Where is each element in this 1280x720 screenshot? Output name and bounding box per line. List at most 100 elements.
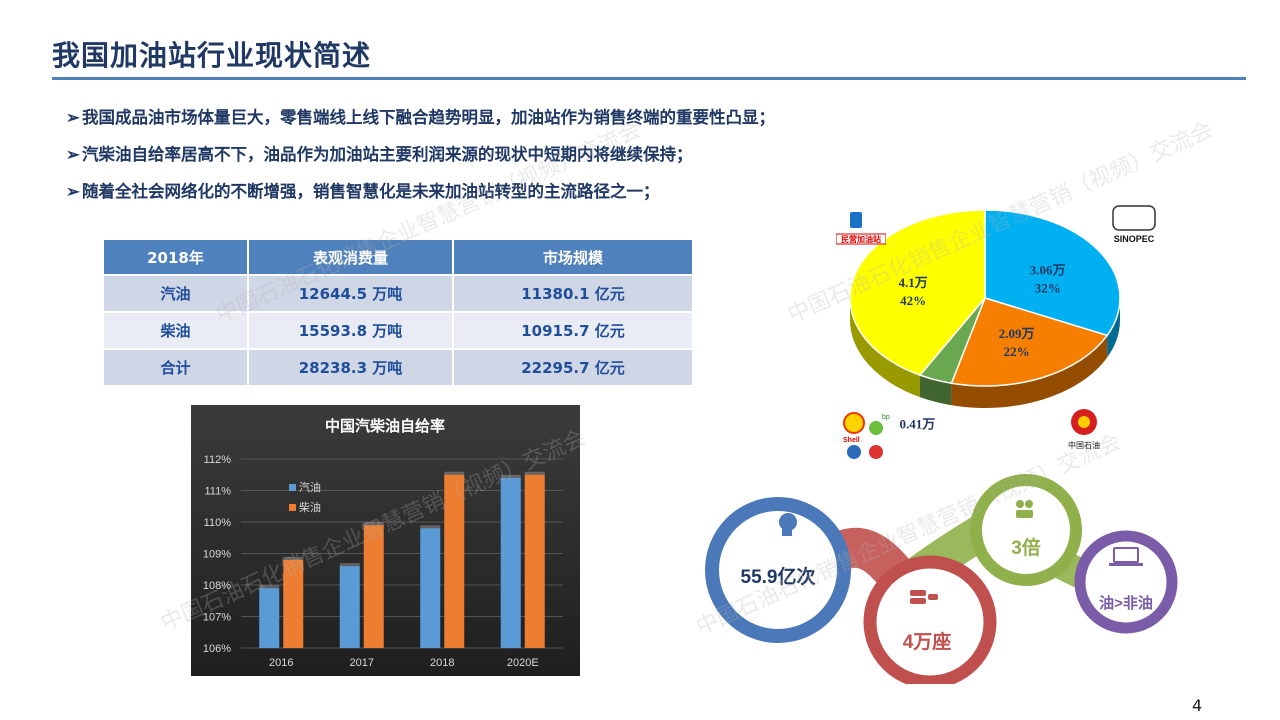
head-brain-icon: [779, 513, 797, 536]
people-icon: [1016, 500, 1033, 518]
table-header: 2018年: [104, 240, 249, 275]
pie-slice: [849, 209, 986, 376]
bar-series: [259, 471, 545, 648]
x-tick-label: 2016: [269, 657, 293, 669]
gas-station-share-pie: 3.06万 32% 2.09万 22% 0.41万 4% 4.1万 42%: [835, 198, 1155, 450]
pie-slices: [849, 209, 1121, 387]
metric-stations-text: 4万座: [903, 630, 952, 653]
metrics-infographic: 55.9亿次 4万座 3倍 油>非油: [705, 474, 1178, 684]
table-cell: 22295.7 亿元: [453, 348, 694, 385]
table-row: 柴油 15593.8 万吨 10915.7 亿元: [104, 311, 694, 349]
table-cell: 合计: [104, 348, 249, 385]
table-row: 汽油 12644.5 万吨 11380.1 亿元: [104, 274, 694, 312]
bar-top: [444, 471, 465, 475]
coins-icon: [910, 590, 938, 604]
table-header-row: 2018年 表观消费量 市场规模: [104, 240, 694, 275]
bp-icon: [869, 421, 883, 435]
bar-chart-svg: 中国汽柴油自给率 112% 111% 110% 109% 108% 107% 106% 20…: [203, 417, 563, 669]
bar-top: [420, 525, 441, 529]
metric-circle-stations: [863, 555, 997, 684]
y-tick-label: 110%: [204, 517, 232, 529]
table-header: 市场规模: [453, 240, 694, 275]
bar-top: [259, 585, 280, 589]
shell-icon: [843, 412, 865, 434]
self-sufficiency-bar-chart: 中国汽柴油自给率 112% 111% 110% 109% 108% 107% 106% 20…: [191, 405, 580, 676]
cnpc-label: 中国石油: [1068, 440, 1100, 450]
arrow-bullet-icon: ➢: [66, 108, 80, 127]
table-cell: 柴油: [104, 311, 249, 349]
sinopec-logo: SINOPEC: [1112, 205, 1156, 244]
pie-value-label: 2.09万: [999, 326, 1035, 341]
pie-value-label: 4.1万: [898, 275, 927, 290]
pie-slice: [984, 209, 1121, 337]
table-cell: 11380.1 亿元: [453, 274, 694, 312]
table-row: 合计 28238.3 万吨 22295.7 亿元: [104, 348, 694, 385]
legend-label: 柴油: [299, 500, 321, 514]
y-tick-label: 111%: [204, 486, 231, 498]
pie-slice-side: [850, 298, 920, 398]
cnpc-logo: 中国石油: [1068, 409, 1100, 450]
pie-value-label: 3.06万: [1030, 262, 1066, 277]
bar-top: [339, 563, 360, 567]
x-tick-label: 2018: [430, 657, 454, 669]
pie-sides: [850, 298, 1120, 408]
table-cell: 汽油: [104, 274, 249, 312]
x-tick-label: 2020E: [507, 657, 539, 669]
metric-circle-ratio: [1074, 530, 1178, 634]
bullet-list: ➢ 我国成品油市场体量巨大，零售端线上线下融合趋势明显，加油站作为销售终端的重要性…: [66, 104, 775, 215]
bar-汽油: [339, 566, 360, 648]
y-axis-ticks: 112% 111% 110% 109% 108% 107% 106%: [203, 454, 231, 655]
pie-value-label: 0.41万: [899, 417, 935, 432]
bullet-text: 我国成品油市场体量巨大，零售端线上线下融合趋势明显，加油站作为销售终端的重要性凸…: [82, 108, 775, 127]
table-cell: 10915.7 亿元: [453, 311, 694, 349]
page-number: 4: [1192, 696, 1203, 715]
legend-swatch: [289, 484, 296, 491]
bar-汽油: [420, 528, 441, 648]
metric-circle-visits: [705, 497, 851, 643]
bar-柴油: [524, 474, 545, 648]
metric-ratio-text: 油>非油: [1099, 594, 1153, 612]
table-cell: 15593.8 万吨: [248, 311, 454, 349]
bar-汽油: [259, 588, 280, 648]
y-tick-label: 109%: [203, 549, 231, 561]
bar-汽油: [500, 477, 521, 648]
table-cell: 12644.5 万吨: [248, 274, 454, 312]
pie-slice-side: [951, 335, 1108, 408]
metric-visits-text: 55.9亿次: [741, 565, 816, 588]
metric-multiple-text: 3倍: [1011, 536, 1041, 559]
bp-label: bp: [882, 414, 890, 421]
pie-slice: [950, 297, 1109, 387]
x-axis-ticks: 2016 2017 2018 2020E: [269, 657, 539, 669]
bullet-text: 汽柴油自给率居高不下，油品作为加油站主要利润来源的现状中短期内将继续保持；: [82, 145, 693, 164]
market-table: 2018年 表观消费量 市场规模 汽油 12644.5 万吨 11380.1 亿…: [104, 240, 694, 385]
pie-percent-label: 22%: [1004, 344, 1030, 359]
legend-swatch: [289, 504, 296, 511]
y-tick-label: 106%: [203, 643, 231, 655]
page-title: 我国加油站行业现状简述: [52, 39, 372, 72]
pie-chart-svg: 3.06万 32% 2.09万 22% 0.41万 4% 4.1万 42%: [849, 209, 1121, 450]
bar-top: [524, 471, 545, 475]
bullet-item: ➢ 汽柴油自给率居高不下，油品作为加油站主要利润来源的现状中短期内将继续保持；: [66, 141, 775, 178]
bar-柴油: [283, 559, 304, 648]
x-tick-label: 2017: [350, 657, 374, 669]
laptop-icon: [1109, 547, 1143, 566]
y-tick-label: 108%: [203, 580, 231, 592]
legend-label: 汽油: [299, 480, 321, 494]
bar-柴油: [444, 474, 465, 648]
sinopec-label: SINOPEC: [1114, 234, 1155, 244]
y-tick-label: 107%: [203, 612, 231, 624]
arrow-bullet-icon: ➢: [66, 145, 80, 164]
shell-label: Shell: [843, 437, 860, 444]
bullet-item: ➢ 我国成品油市场体量巨大，零售端线上线下融合趋势明显，加油站作为销售终端的重要性…: [66, 104, 775, 141]
fuel-pump-icon: [850, 212, 862, 228]
chart-title: 中国汽柴油自给率: [325, 417, 445, 435]
pie-slice-side: [919, 375, 952, 406]
bar-柴油: [363, 525, 384, 648]
pie-percent-label: 4%: [908, 435, 928, 438]
y-tick-label: 112%: [204, 454, 232, 466]
arrow-bullet-icon: ➢: [66, 182, 80, 201]
table-cell: 28238.3 万吨: [248, 348, 454, 385]
pie-percent-label: 32%: [1035, 280, 1061, 295]
table-header: 表观消费量: [248, 240, 454, 275]
